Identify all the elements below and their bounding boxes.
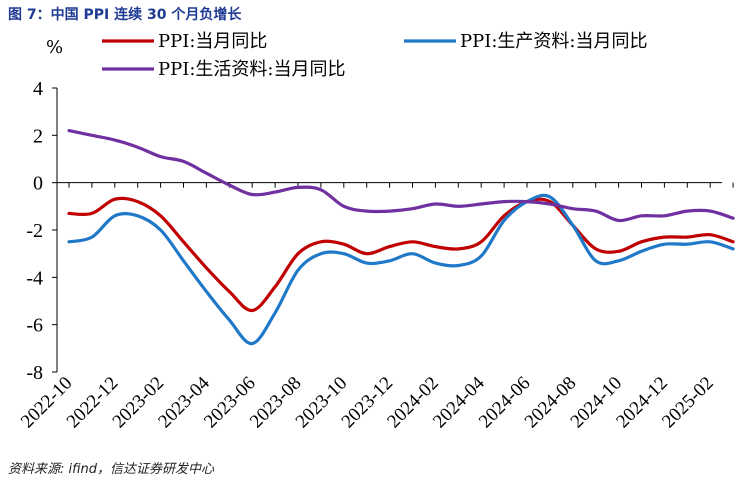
y-tick-label: 0 bbox=[33, 173, 43, 195]
series-line-1 bbox=[67, 193, 735, 346]
figure-title: 图 7：中国 PPI 连续 30 个月负增长 bbox=[8, 7, 242, 23]
y-tick-label: -4 bbox=[26, 267, 43, 289]
y-tick-label: -6 bbox=[26, 315, 43, 337]
legend-label-2: PPI:生活资料:当月同比 bbox=[158, 59, 345, 80]
y-axis: 4 2 0 -2 -4 -6 -8 bbox=[26, 78, 58, 384]
y-axis-unit: % bbox=[46, 37, 63, 58]
legend-label-1: PPI:生产资料:当月同比 bbox=[460, 31, 647, 52]
y-tick-label: 2 bbox=[33, 125, 43, 147]
x-tick-label: 2025-02 bbox=[658, 373, 718, 433]
legend-label-0: PPI:当月同比 bbox=[158, 31, 267, 52]
series-lines bbox=[67, 129, 735, 346]
source-note: 资料来源: ifind，信达证券研发中心 bbox=[8, 462, 215, 477]
y-tick-label: 4 bbox=[33, 78, 43, 100]
y-tick-label: -8 bbox=[26, 362, 43, 384]
chart-legend: PPI:当月同比 PPI:生产资料:当月同比 PPI:生活资料:当月同比 bbox=[102, 31, 647, 80]
y-tick-label: -2 bbox=[26, 220, 43, 242]
series-line-2 bbox=[67, 129, 735, 223]
series-line-0 bbox=[67, 196, 735, 313]
